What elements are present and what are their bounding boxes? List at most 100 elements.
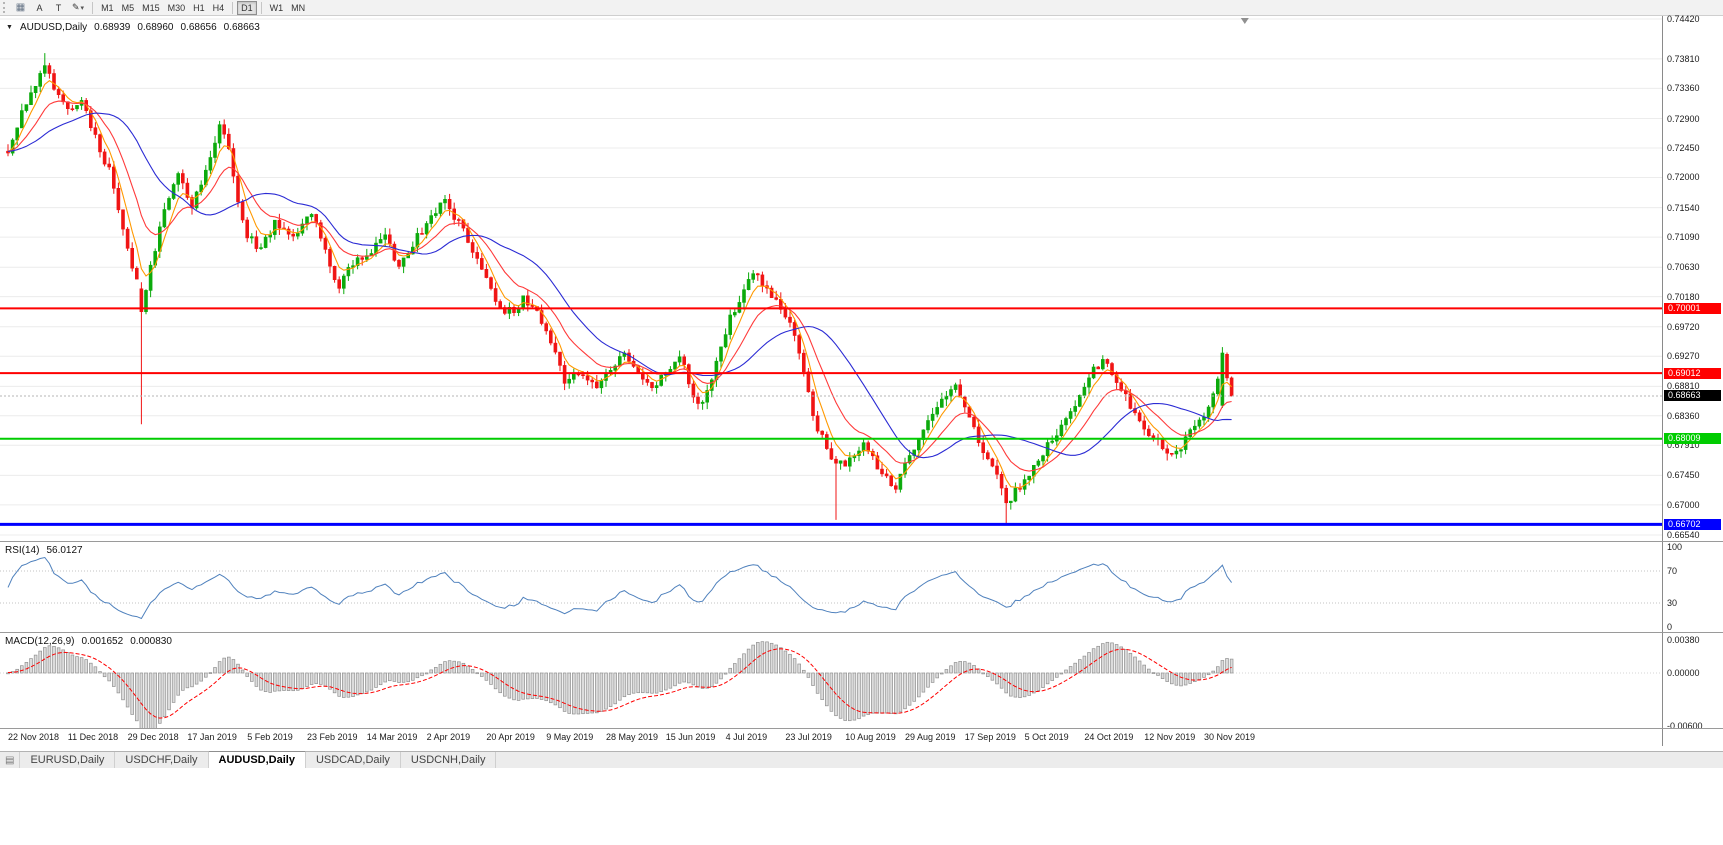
axis-label: 100 <box>1667 542 1683 552</box>
chart-tabbar: ▤ EURUSD,Daily USDCHF,Daily AUDUSD,Daily US… <box>0 751 1723 768</box>
axis-label: 0.70630 <box>1667 262 1700 273</box>
chart-windows-icon[interactable]: ▤ <box>0 752 21 768</box>
price-chart-panel: ▼ AUDUSD,Daily 0.68939 0.68960 0.68656 0… <box>0 14 1723 541</box>
price-plot[interactable]: ▼ AUDUSD,Daily 0.68939 0.68960 0.68656 0… <box>0 16 1662 541</box>
date-axis-label: 22 Nov 2018 <box>8 732 60 742</box>
ohlc-open: 0.68939 <box>94 22 131 33</box>
axis-label: 0.69720 <box>1667 321 1700 332</box>
date-axis-label: 17 Jan 2019 <box>187 732 237 742</box>
macd-plot[interactable]: MACD(12,26,9) 0.001652 0.000830 <box>0 633 1662 728</box>
chart-ohlc-title: ▼ AUDUSD,Daily 0.68939 0.68960 0.68656 0… <box>6 22 260 33</box>
axis-label: 0.00000 <box>1667 668 1700 678</box>
ohlc-close: 0.68663 <box>223 22 260 33</box>
date-axis-label: 5 Oct 2019 <box>1024 732 1069 742</box>
axis-label: 0.72450 <box>1667 143 1700 153</box>
date-axis-label: 29 Aug 2019 <box>905 732 956 742</box>
date-axis-corner <box>1662 729 1723 746</box>
chart-symbol-period: AUDUSD,Daily <box>19 22 88 33</box>
timeframe-button-m5[interactable]: M5 <box>118 1 139 15</box>
axis-label: 0.69270 <box>1667 351 1700 362</box>
toolbar-separator <box>92 1 94 14</box>
axis-label: 0.00380 <box>1667 634 1700 645</box>
macd-main-value: 0.001652 <box>81 636 124 647</box>
chart-tab-usdchf[interactable]: USDCHF,Daily <box>115 752 209 768</box>
axis-label: 0.66540 <box>1667 530 1700 540</box>
bar-chart-icon[interactable]: ▦ <box>11 1 30 15</box>
macd-signal-value: 0.000830 <box>130 636 172 647</box>
axis-label: 0.67450 <box>1667 470 1700 481</box>
chart-tab-eurusd[interactable]: EURUSD,Daily <box>20 752 116 768</box>
date-axis-label: 11 Dec 2018 <box>67 732 119 742</box>
axis-label: 30 <box>1667 598 1678 608</box>
toolbar-separator <box>260 1 262 14</box>
rsi-canvas[interactable] <box>0 542 1662 632</box>
price-chart-canvas[interactable] <box>0 16 1662 541</box>
price-axis[interactable]: 0.74420 0.73810 0.73360 0.72900 0.72450 0.720… <box>1662 14 1723 541</box>
date-axis-label: 9 May 2019 <box>546 732 594 742</box>
rsi-plot[interactable]: RSI(14) 56.0127 <box>0 542 1662 632</box>
timeframe-toolbar: M1 M5 M15 M30 H1 H4 D1 W1 MN <box>97 0 309 15</box>
chart-tabs: EURUSD,Daily USDCHF,Daily AUDUSD,Daily USDC… <box>20 751 497 768</box>
date-axis-label: 10 Aug 2019 <box>845 732 896 742</box>
timeframe-button-m15[interactable]: M15 <box>138 1 164 15</box>
axis-label: 0.73360 <box>1667 83 1700 94</box>
axis-label: 70 <box>1667 566 1678 576</box>
rsi-axis[interactable]: 100 70 30 0 <box>1662 542 1723 632</box>
macd-name: MACD(12,26,9) <box>5 636 75 647</box>
date-axis-label: 17 Sep 2019 <box>964 732 1016 742</box>
axis-label: 0.74420 <box>1667 14 1700 24</box>
cursor-a-tool-button[interactable]: A <box>30 1 49 15</box>
date-axis-label: 14 Mar 2019 <box>366 732 418 742</box>
date-axis[interactable]: 22 Nov 2018 11 Dec 2018 29 Dec 2018 17 Jan … <box>0 729 1662 746</box>
axis-label: 0.68810 <box>1667 381 1700 392</box>
date-axis-label: 30 Nov 2019 <box>1204 732 1256 742</box>
toolbar: ▦ A T ✎ ▾ M1 M5 M15 M30 H1 H4 D1 W1 MN <box>0 0 1723 16</box>
chart-tab-audusd[interactable]: AUDUSD,Daily <box>208 751 306 768</box>
rsi-label: RSI(14) 56.0127 <box>5 545 83 556</box>
axis-label: 0.71090 <box>1667 232 1700 243</box>
ohlc-high: 0.68960 <box>137 22 174 33</box>
rsi-value: 56.0127 <box>46 545 83 556</box>
macd-axis[interactable]: 0.00380 0.00000 -0.00600 <box>1662 633 1723 731</box>
timeframe-button-h4[interactable]: H4 <box>209 1 229 15</box>
rsi-name: RSI(14) <box>5 545 40 556</box>
date-axis-label: 23 Feb 2019 <box>307 732 358 742</box>
axis-label: 0.73810 <box>1667 53 1700 64</box>
macd-panel: MACD(12,26,9) 0.001652 0.000830 0.00380 0… <box>0 632 1723 731</box>
timeframe-button-h1[interactable]: H1 <box>189 1 209 15</box>
pencil-icon: ✎ <box>72 2 80 12</box>
timeframe-button-m30[interactable]: M30 <box>164 1 190 15</box>
timeframe-button-w1[interactable]: W1 <box>266 1 288 15</box>
price-badge: 0.68009 <box>1664 433 1721 445</box>
price-badge: 0.69012 <box>1664 367 1721 379</box>
timeframe-button-m1[interactable]: M1 <box>97 1 118 15</box>
chart-tab-usdcad[interactable]: USDCAD,Daily <box>306 752 401 768</box>
timeframe-button-mn[interactable]: MN <box>287 1 309 15</box>
axis-label: -0.00600 <box>1667 720 1703 731</box>
axis-label: 0.70180 <box>1667 291 1700 302</box>
date-axis-panel[interactable]: 22 Nov 2018 11 Dec 2018 29 Dec 2018 17 Jan … <box>0 728 1723 746</box>
date-axis-label: 29 Dec 2018 <box>127 732 179 742</box>
draw-tool-button[interactable]: ✎ ▾ <box>68 1 88 15</box>
date-axis-label: 2 Apr 2019 <box>426 732 471 742</box>
axis-label: 0.71540 <box>1667 202 1700 213</box>
ohlc-low: 0.68656 <box>180 22 217 33</box>
price-badge: 0.70001 <box>1664 302 1721 314</box>
date-axis-label: 12 Nov 2019 <box>1144 732 1196 742</box>
date-axis-label: 15 Jun 2019 <box>665 732 716 742</box>
chevron-down-icon: ▾ <box>80 4 85 12</box>
price-badge: 0.68663 <box>1664 390 1721 402</box>
timeframe-button-d1[interactable]: D1 <box>237 0 257 15</box>
axis-label: 0.72000 <box>1667 172 1700 183</box>
chart-tab-usdcnh[interactable]: USDCNH,Daily <box>401 752 497 768</box>
bar-chart-glyph: ▦ <box>15 2 26 13</box>
rsi-panel: RSI(14) 56.0127 100 70 30 0 <box>0 541 1723 632</box>
toolbar-grip[interactable] <box>3 2 7 13</box>
text-tool-button[interactable]: T <box>49 1 68 15</box>
axis-label: 0.68360 <box>1667 410 1700 421</box>
collapse-indicators-icon[interactable]: ▼ <box>6 24 13 31</box>
macd-canvas[interactable] <box>0 633 1662 728</box>
date-axis-label: 4 Jul 2019 <box>725 732 768 742</box>
date-axis-label: 28 May 2019 <box>606 732 659 742</box>
axis-label: 0.67000 <box>1667 499 1700 510</box>
